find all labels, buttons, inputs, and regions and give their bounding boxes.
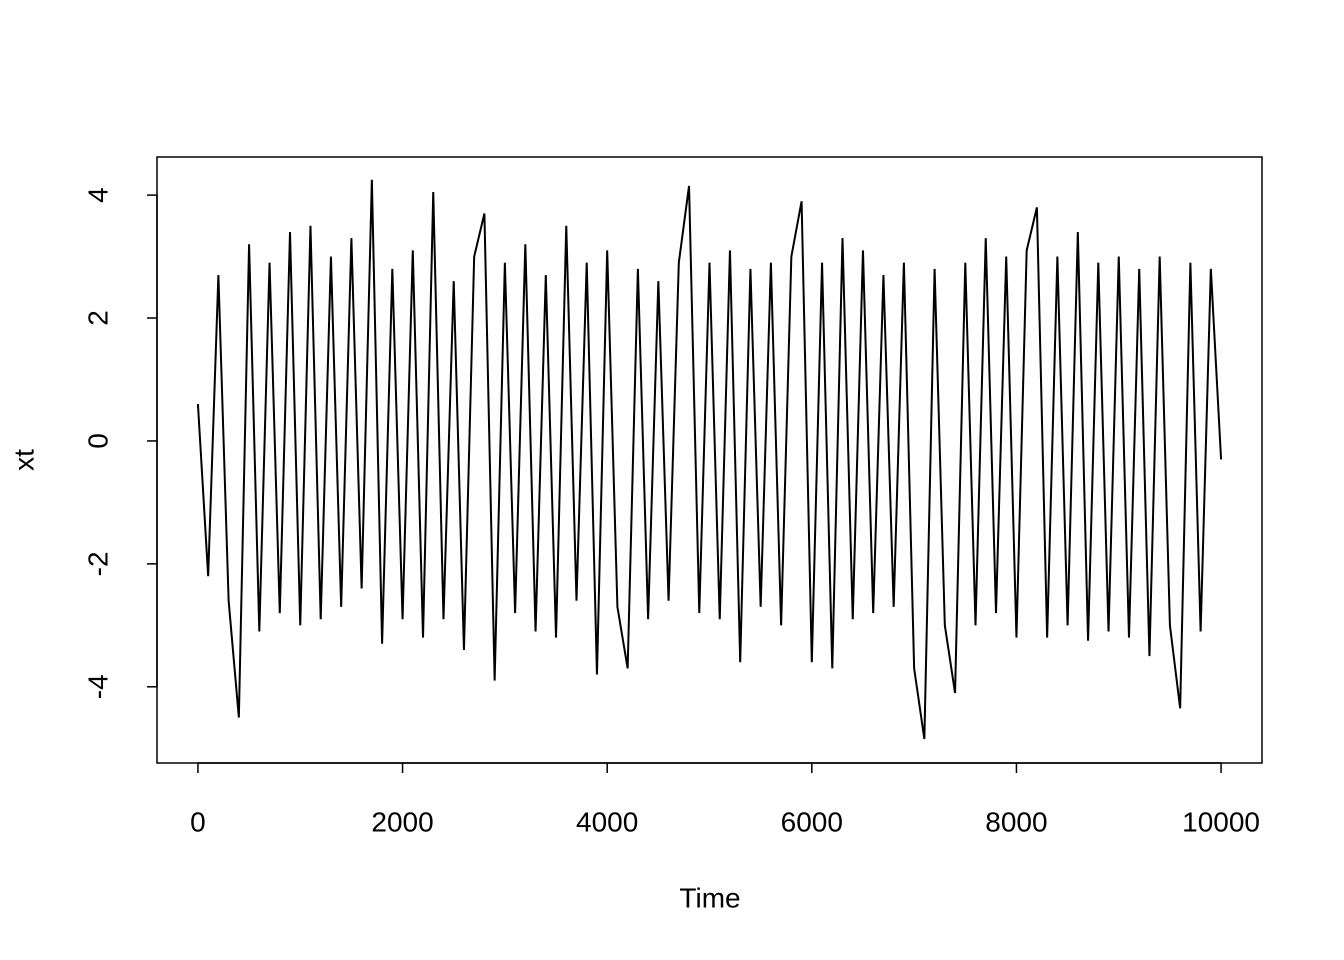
y-tick-label: 4 bbox=[82, 187, 113, 203]
y-tick-label: -4 bbox=[82, 674, 113, 699]
x-axis-title: Time bbox=[679, 882, 740, 913]
x-tick-label: 8000 bbox=[985, 806, 1047, 837]
x-tick-label: 4000 bbox=[576, 806, 638, 837]
series-line bbox=[196, 179, 1223, 740]
y-tick-label: 0 bbox=[82, 433, 113, 449]
x-tick-label: 2000 bbox=[371, 806, 433, 837]
x-tick-label: 6000 bbox=[781, 806, 843, 837]
x-tick-label: 0 bbox=[190, 806, 206, 837]
y-axis-title: xt bbox=[8, 449, 39, 471]
x-tick-label: 10000 bbox=[1182, 806, 1260, 837]
plot-frame bbox=[156, 156, 1263, 764]
y-tick-label: -2 bbox=[82, 551, 113, 576]
y-tick-label: 2 bbox=[82, 310, 113, 326]
